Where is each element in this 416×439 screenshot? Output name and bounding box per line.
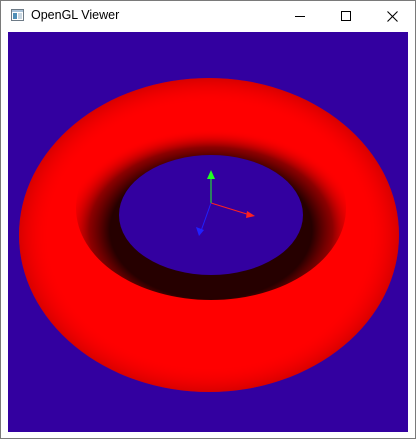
maximize-icon: [341, 11, 351, 21]
window-title: OpenGL Viewer: [31, 8, 120, 22]
z-axis: [200, 202, 212, 232]
z-axis-arrowhead: [196, 227, 204, 236]
window-app-icon: [11, 9, 24, 21]
minimize-button[interactable]: [277, 1, 323, 31]
close-icon: [386, 10, 398, 22]
x-axis: [210, 202, 251, 216]
coordinate-axes: [196, 170, 255, 236]
torus: [8, 32, 408, 432]
opengl-viewport[interactable]: [8, 32, 408, 432]
maximize-button[interactable]: [323, 1, 369, 31]
title-bar[interactable]: OpenGL Viewer: [1, 1, 415, 31]
y-axis-arrowhead: [207, 170, 215, 179]
x-axis-arrowhead: [246, 211, 255, 218]
close-button[interactable]: [369, 1, 415, 31]
scene-canvas: [8, 32, 408, 432]
minimize-icon: [295, 16, 305, 17]
